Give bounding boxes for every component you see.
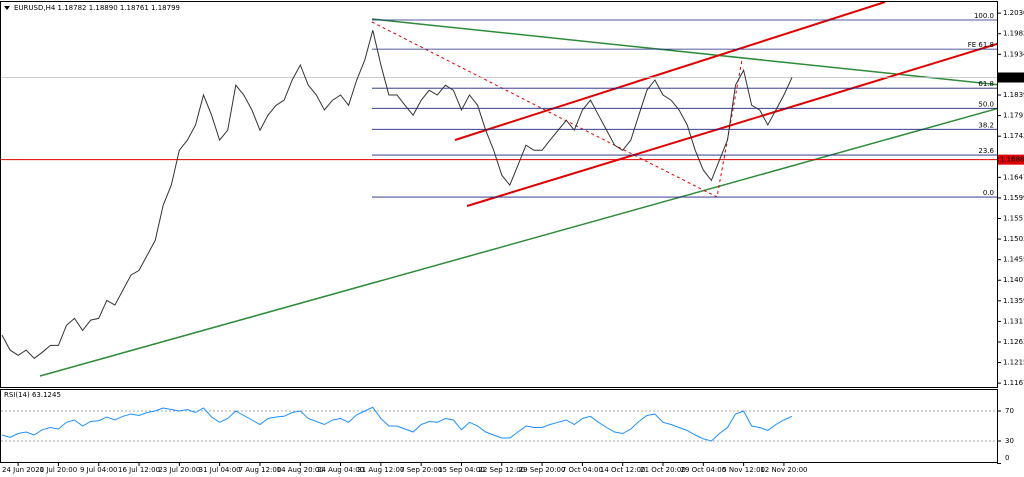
fib-label: 0.0 bbox=[983, 189, 994, 197]
fib-label: 38.2 bbox=[978, 121, 994, 129]
rsi-title: RSI(14) 63.1245 bbox=[4, 391, 61, 399]
main-panel bbox=[0, 1, 998, 388]
alert-price-box bbox=[998, 154, 1024, 165]
x-tick-label: 12 Nov 20:00 bbox=[760, 466, 807, 474]
fib-label: FE 61.8 bbox=[968, 41, 994, 49]
fib-group: 100.0 FE 61.8 61.8 50.0 38.2 23.6 0.0 bbox=[372, 12, 997, 198]
x-tick-label: 31 Jul 04:00 bbox=[199, 466, 241, 474]
x-tick-label: 23 Jul 20:00 bbox=[158, 466, 200, 474]
x-tick-label: 31 Aug 12:00 bbox=[357, 466, 404, 474]
chart-title: EURUSD,H4 1.18782 1.18890 1.18761 1.1879… bbox=[14, 4, 180, 12]
y-tick-label: 1.15990 bbox=[1003, 194, 1024, 202]
trendline bbox=[371, 18, 997, 86]
x-tick-label: 29 Sep 20:00 bbox=[519, 466, 566, 474]
fib-label: 50.0 bbox=[978, 100, 994, 108]
x-tick-label: 5 Nov 12:00 bbox=[722, 466, 765, 474]
x-tick-label: 29 Oct 04:00 bbox=[680, 466, 726, 474]
x-tick-label: 24 Aug 04:00 bbox=[317, 466, 364, 474]
y-tick-label: 1.18390 bbox=[1003, 91, 1024, 99]
rsi-tick-label: 70 bbox=[1005, 407, 1014, 415]
rsi-panel bbox=[0, 389, 998, 463]
drawings bbox=[39, 2, 997, 377]
y-tick-label: 1.14070 bbox=[1003, 276, 1024, 284]
trendline bbox=[39, 107, 997, 377]
x-tick-label: 7 Sep 20:00 bbox=[400, 466, 442, 474]
fib-label: 61.8 bbox=[978, 80, 994, 88]
x-tick-label: 14 Aug 20:00 bbox=[277, 466, 324, 474]
x-tick-label: 1 Jul 20:00 bbox=[40, 466, 78, 474]
x-tick-label: 24 Jun 2020 bbox=[2, 466, 44, 474]
y-tick-label: 1.15510 bbox=[1003, 215, 1024, 223]
rsi-tick-label: 30 bbox=[1005, 437, 1014, 445]
x-tick-label: 7 Aug 12:00 bbox=[239, 466, 282, 474]
y-tick-label: 1.13590 bbox=[1003, 297, 1024, 305]
x-tick-label: 14 Oct 12:00 bbox=[600, 466, 646, 474]
y-tick-label: 1.11670 bbox=[1003, 379, 1024, 387]
x-tick-label: 21 Oct 20:00 bbox=[640, 466, 686, 474]
rsi-tick-label: 0 bbox=[1005, 454, 1009, 462]
menu-arrow bbox=[4, 6, 10, 10]
fib-label: 23.6 bbox=[978, 147, 994, 155]
rsi-line bbox=[1, 406, 793, 442]
alert-price-label: 1.16883 bbox=[1000, 156, 1024, 164]
channel-line bbox=[466, 42, 997, 207]
y-tick-label: 1.19820 bbox=[1003, 30, 1024, 38]
x-tick-label: 22 Sep 12:00 bbox=[478, 466, 525, 474]
price-line-series bbox=[1, 30, 793, 359]
x-tick-label: 16 Jul 12:00 bbox=[118, 466, 160, 474]
y-tick-label: 1.19340 bbox=[1003, 50, 1024, 58]
current-price-box bbox=[998, 72, 1024, 83]
y-tick-label: 1.15030 bbox=[1003, 235, 1024, 243]
y-tick-label: 1.12630 bbox=[1003, 338, 1024, 346]
y-tick-label: 1.12150 bbox=[1003, 359, 1024, 367]
y-tick-label: 1.14550 bbox=[1003, 256, 1024, 264]
y-tick-label: 1.16470 bbox=[1003, 173, 1024, 181]
x-tick-label: 7 Oct 04:00 bbox=[562, 466, 603, 474]
current-price-label: 1.18799 bbox=[1000, 73, 1024, 81]
y-tick-label: 1.20300 bbox=[1003, 9, 1024, 17]
y-tick-label: 1.17910 bbox=[1003, 112, 1024, 120]
y-tick-label: 1.17430 bbox=[1003, 132, 1024, 140]
channel-line bbox=[454, 2, 886, 141]
x-tick-label: 15 Sep 04:00 bbox=[438, 466, 485, 474]
y-tick-label: 1.13110 bbox=[1003, 317, 1024, 325]
x-tick-label: 9 Jul 04:00 bbox=[80, 466, 118, 474]
fib-label: 100.0 bbox=[974, 12, 994, 20]
